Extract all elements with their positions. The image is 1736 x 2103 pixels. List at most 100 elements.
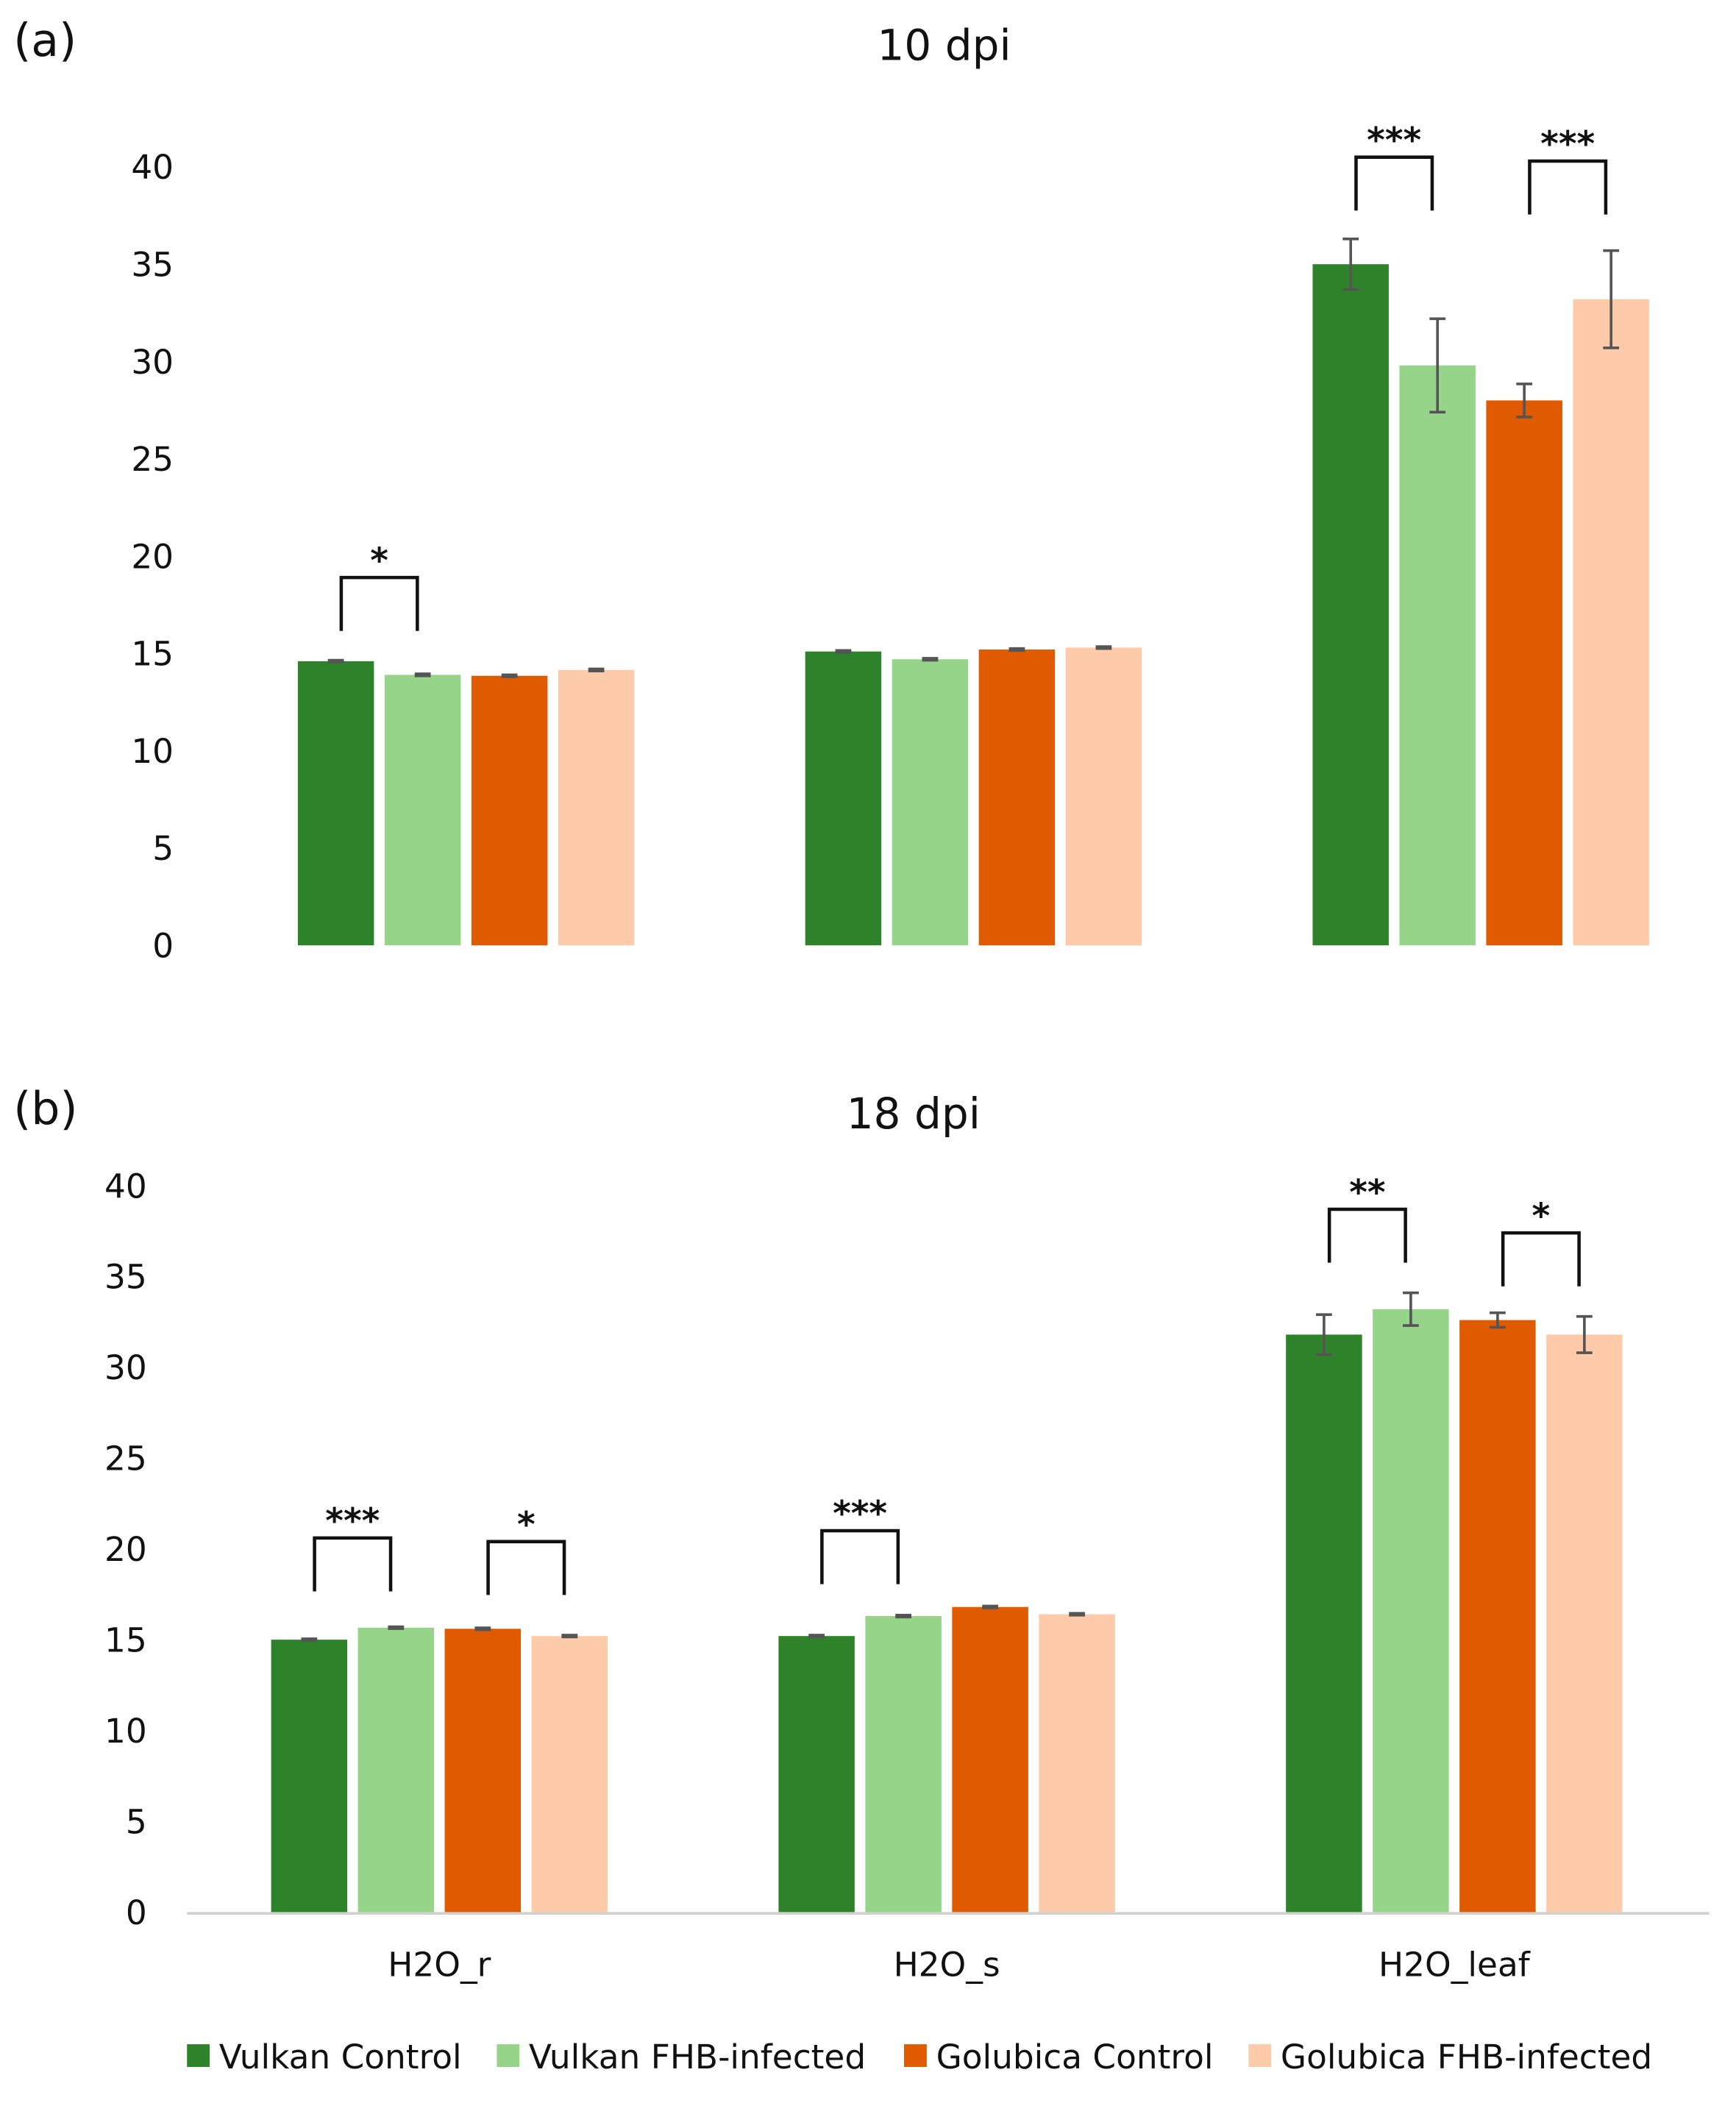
y-tick-label: 10 bbox=[131, 732, 174, 771]
bar bbox=[271, 1640, 348, 1912]
error-bar bbox=[1489, 1311, 1506, 1329]
bar bbox=[952, 1606, 1028, 1912]
chart-title: 18 dpi bbox=[847, 1089, 981, 1139]
y-tick-label: 15 bbox=[131, 635, 174, 674]
bar bbox=[1373, 1309, 1449, 1912]
bar bbox=[778, 1636, 855, 1912]
x-tick-label: H2O_s bbox=[894, 1946, 1000, 1985]
legend-label: Vulkan FHB-infected bbox=[529, 2038, 866, 2077]
error-bar bbox=[561, 1634, 578, 1639]
error-bar bbox=[414, 672, 431, 677]
legend: Vulkan Control Vulkan FHB-infected Golubic… bbox=[187, 2038, 1652, 2077]
bar bbox=[865, 1616, 942, 1912]
legend-label: Golubica FHB-infected bbox=[1281, 2038, 1652, 2077]
error-bar bbox=[501, 673, 518, 678]
error-bar bbox=[388, 1625, 405, 1630]
legend-swatch bbox=[497, 2044, 520, 2067]
error-bar bbox=[1603, 249, 1620, 349]
y-tick-label: 40 bbox=[131, 148, 174, 187]
significance-bracket bbox=[1327, 1207, 1407, 1263]
legend-swatch bbox=[1248, 2044, 1272, 2067]
error-bar bbox=[1095, 645, 1112, 650]
x-tick-label: H2O_r bbox=[388, 1946, 491, 1985]
bar bbox=[978, 650, 1056, 946]
significance-bracket bbox=[820, 1529, 900, 1584]
y-tick-label: 20 bbox=[104, 1530, 147, 1569]
y-tick-label: 15 bbox=[104, 1620, 147, 1659]
error-bar bbox=[1316, 1313, 1332, 1356]
error-bar bbox=[1342, 237, 1359, 291]
y-tick-label: 25 bbox=[104, 1440, 147, 1478]
error-bar bbox=[1069, 1612, 1085, 1617]
error-bar bbox=[835, 649, 852, 654]
y-tick-label: 10 bbox=[104, 1712, 147, 1751]
y-tick-label: 0 bbox=[126, 1893, 147, 1932]
error-bar bbox=[327, 658, 344, 664]
legend-label: Golubica Control bbox=[936, 2038, 1214, 2077]
legend-swatch bbox=[904, 2044, 927, 2067]
error-bar bbox=[1576, 1314, 1593, 1354]
x-tick-label: H2O_leaf bbox=[1379, 1946, 1531, 1985]
legend-swatch bbox=[187, 2044, 210, 2067]
y-tick-label: 5 bbox=[152, 829, 174, 868]
bar bbox=[1286, 1334, 1362, 1912]
bar bbox=[444, 1629, 522, 1912]
bar bbox=[1459, 1320, 1536, 1912]
error-bar bbox=[1516, 382, 1533, 419]
significance-bracket bbox=[1354, 155, 1434, 211]
bar bbox=[357, 1627, 435, 1912]
significance-label: *** bbox=[1367, 120, 1421, 160]
error-bar bbox=[1429, 317, 1446, 414]
legend-item: Vulkan Control bbox=[187, 2038, 462, 2077]
error-bar bbox=[922, 657, 939, 662]
bar bbox=[1065, 647, 1142, 946]
bar bbox=[1546, 1334, 1623, 1912]
legend-label: Vulkan Control bbox=[219, 2038, 462, 2077]
bar bbox=[531, 1636, 608, 1912]
y-tick-label: 5 bbox=[126, 1802, 147, 1841]
significance-label: *** bbox=[325, 1501, 380, 1542]
bar bbox=[1573, 299, 1649, 946]
legend-item: Vulkan FHB-infected bbox=[497, 2038, 866, 2077]
bar bbox=[1486, 400, 1562, 946]
bar bbox=[805, 651, 882, 946]
legend-item: Golubica Control bbox=[904, 2038, 1213, 2077]
error-bar bbox=[474, 1626, 491, 1631]
y-tick-label: 40 bbox=[104, 1167, 147, 1206]
significance-label: * bbox=[1532, 1196, 1551, 1236]
y-tick-label: 30 bbox=[131, 343, 174, 382]
bar bbox=[297, 661, 374, 946]
significance-label: * bbox=[517, 1505, 536, 1545]
panel-label: (a) bbox=[13, 14, 77, 67]
significance-bracket bbox=[313, 1536, 393, 1592]
bar bbox=[892, 659, 969, 946]
error-bar bbox=[301, 1637, 318, 1643]
panel-label: (b) bbox=[13, 1082, 77, 1135]
significance-bracket bbox=[1501, 1231, 1581, 1287]
error-bar bbox=[895, 1613, 911, 1619]
bar bbox=[1399, 365, 1476, 946]
bar bbox=[1312, 264, 1389, 946]
bar bbox=[1039, 1614, 1115, 1912]
error-bar bbox=[1403, 1291, 1419, 1327]
significance-bracket bbox=[1528, 159, 1608, 215]
chart-title: 10 dpi bbox=[877, 21, 1011, 71]
y-tick-label: 30 bbox=[104, 1348, 147, 1387]
error-bar bbox=[1008, 647, 1025, 652]
significance-bracket bbox=[486, 1540, 566, 1595]
legend-item: Golubica FHB-infected bbox=[1248, 2038, 1652, 2077]
significance-label: *** bbox=[1540, 124, 1595, 165]
y-tick-label: 35 bbox=[104, 1258, 147, 1297]
panel-b: (b) 18 dpi 0 5 10 15 20 25 30 35 40 H2O_r H2O_s H2O_l… bbox=[13, 1082, 1710, 1985]
y-tick-label: 20 bbox=[131, 537, 174, 576]
y-tick-label: 35 bbox=[131, 246, 174, 285]
significance-label: * bbox=[370, 541, 388, 581]
error-bar bbox=[588, 667, 605, 672]
significance-label: *** bbox=[833, 1494, 887, 1534]
error-bar bbox=[982, 1604, 998, 1609]
error-bar bbox=[808, 1634, 825, 1639]
y-tick-label: 25 bbox=[131, 440, 174, 479]
significance-label: ** bbox=[1349, 1173, 1385, 1213]
